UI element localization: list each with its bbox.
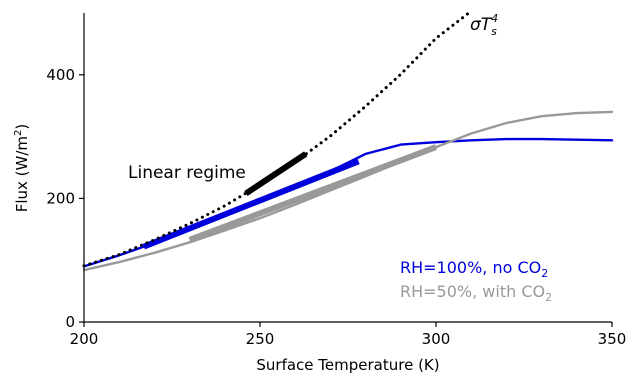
y-tick-label-200: 200 — [46, 189, 75, 207]
y-axis-label-sup: 2 — [13, 130, 24, 136]
legend-rh100-main: RH=100%, no CO — [400, 258, 541, 277]
x-tick-label-250: 250 — [246, 330, 275, 348]
legend-rh50-sub: 2 — [545, 291, 552, 304]
y-axis-label-main: Flux (W/m — [13, 136, 31, 212]
linear-regime-label: Linear regime — [128, 163, 246, 183]
legend-rh100: RH=100%, no CO2 — [400, 258, 548, 280]
legend-rh50: RH=50%, with CO2 — [400, 282, 552, 304]
y-tick-label-0: 0 — [65, 313, 75, 331]
x-tick-label-300: 300 — [422, 330, 451, 348]
x-tick-label-350: 350 — [598, 330, 627, 348]
legend-rh100-sub: 2 — [541, 267, 548, 280]
y-tick-label-400: 400 — [46, 66, 75, 84]
linear-fit-segment-1 — [188, 144, 438, 243]
x-tick-label-200: 200 — [70, 330, 99, 348]
rh100-curve — [82, 137, 614, 268]
y-axis-label-tail: ) — [13, 124, 31, 130]
sigma-t-label-sup: 4 — [491, 12, 498, 25]
legend-rh50-main: RH=50%, with CO — [400, 282, 545, 301]
sigma-t-label-main: σT — [470, 15, 493, 35]
x-axis-label: Surface Temperature (K) — [256, 356, 439, 374]
sigma-t4-curve — [82, 9, 473, 268]
sigma-t-label-sub: s — [491, 25, 497, 38]
sigma-t-label: σT4 s — [470, 12, 498, 38]
series-layer — [82, 9, 614, 272]
rh50-curve — [82, 110, 614, 272]
y-axis-label: Flux (W/m2) — [13, 124, 31, 213]
